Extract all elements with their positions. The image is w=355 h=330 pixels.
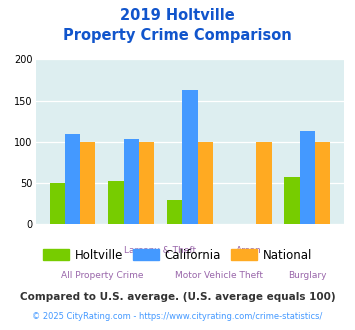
Text: 2019 Holtville: 2019 Holtville bbox=[120, 8, 235, 23]
Text: Compared to U.S. average. (U.S. average equals 100): Compared to U.S. average. (U.S. average … bbox=[20, 292, 335, 302]
Bar bbox=[124, 139, 139, 224]
Text: © 2025 CityRating.com - https://www.cityrating.com/crime-statistics/: © 2025 CityRating.com - https://www.city… bbox=[32, 312, 323, 321]
Bar bbox=[50, 183, 65, 224]
Bar bbox=[182, 90, 198, 224]
Bar bbox=[300, 131, 315, 224]
Text: Burglary: Burglary bbox=[288, 271, 327, 280]
Bar bbox=[80, 142, 95, 224]
Bar bbox=[139, 142, 154, 224]
Bar bbox=[315, 142, 330, 224]
Bar bbox=[256, 142, 272, 224]
Bar bbox=[284, 177, 300, 224]
Bar bbox=[167, 200, 182, 224]
Legend: Holtville, California, National: Holtville, California, National bbox=[38, 244, 317, 266]
Text: All Property Crime: All Property Crime bbox=[61, 271, 143, 280]
Text: Arson: Arson bbox=[236, 246, 262, 255]
Bar bbox=[198, 142, 213, 224]
Text: Property Crime Comparison: Property Crime Comparison bbox=[63, 28, 292, 43]
Text: Larceny & Theft: Larceny & Theft bbox=[125, 246, 197, 255]
Text: Motor Vehicle Theft: Motor Vehicle Theft bbox=[175, 271, 263, 280]
Bar bbox=[65, 134, 80, 224]
Bar bbox=[108, 181, 124, 224]
